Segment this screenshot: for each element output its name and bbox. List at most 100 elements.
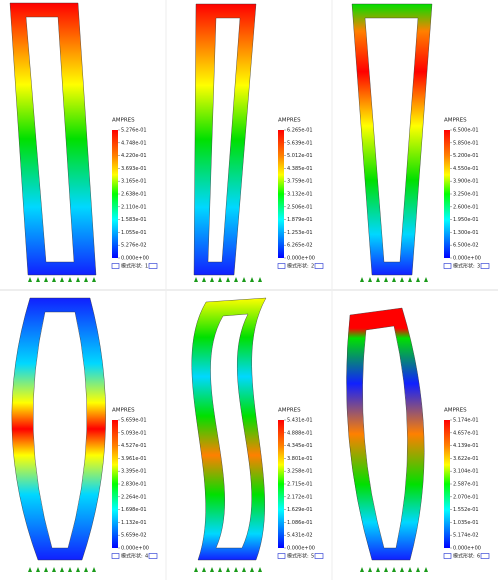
tick-label: 1.698e-01	[121, 507, 147, 513]
tick-label: 5.659e-02	[121, 533, 147, 539]
fixture-arrow	[258, 277, 262, 282]
tick-label: 4.550e-01	[453, 166, 479, 172]
tick-label: 3.395e-01	[121, 469, 147, 475]
mode-number: 5	[311, 554, 314, 560]
tick-label: 0.000e+00	[121, 256, 149, 262]
tick-label: 6.265e-02	[287, 243, 313, 249]
tick-label: 1.300e-01	[453, 230, 479, 236]
tick-label: 0.000e+00	[287, 256, 315, 262]
legend-title: AMPRES	[444, 408, 467, 414]
fixture-arrow	[400, 277, 404, 282]
mode-number: 1	[145, 264, 148, 270]
mode-number: 4	[145, 554, 148, 560]
legend-title: AMPRES	[278, 408, 301, 414]
fixture-arrow	[234, 277, 238, 282]
fixture-arrow	[392, 277, 396, 282]
fixture-arrow	[368, 277, 372, 282]
fixture-arrow	[44, 277, 48, 282]
tick-label: 5.431e-02	[287, 533, 313, 539]
tick-label: 2.830e-01	[121, 482, 147, 488]
colorbar	[444, 420, 450, 548]
mode-label: 模式形状:	[121, 553, 143, 560]
fixture-arrow	[416, 567, 420, 572]
fixture-arrow	[44, 567, 48, 572]
fixture-arrow	[76, 277, 80, 282]
fixture-arrow	[68, 567, 72, 572]
panel: AMPRES 5.276e-01 4.748e-01 4.220e-01 3.693e-…	[9, 2, 158, 282]
tick-label: 5.276e-02	[121, 243, 147, 249]
fixture-arrow	[242, 567, 246, 572]
model-shape	[351, 3, 433, 276]
mode-label: 模式形状:	[287, 263, 309, 270]
tick-label: 1.055e-01	[121, 230, 147, 236]
tick-label: 6.500e-01	[453, 128, 479, 134]
legend-title: AMPRES	[112, 408, 135, 414]
fixture-arrow	[218, 277, 222, 282]
fixture-arrow	[424, 567, 428, 572]
tick-label: 0.000e+00	[121, 546, 149, 552]
tick-label: 5.012e-01	[287, 153, 313, 159]
mode-spinner	[314, 263, 324, 269]
legend-title: AMPRES	[444, 118, 467, 124]
fixture-arrow	[250, 277, 254, 282]
tick-label: 1.253e-01	[287, 230, 313, 236]
fixture-arrow	[258, 567, 262, 572]
mode-label: 模式形状:	[453, 263, 475, 270]
legend-title: AMPRES	[112, 118, 135, 124]
fixture-arrow	[36, 277, 40, 282]
tick-label: 2.638e-01	[121, 192, 147, 198]
tick-label: 6.265e-01	[287, 128, 313, 134]
tick-label: 4.385e-01	[287, 166, 313, 172]
panel: AMPRES 5.431e-01 4.888e-01 4.345e-01 3.801e-…	[191, 297, 324, 572]
mode-number: 3	[477, 264, 480, 270]
tick-label: 4.748e-01	[121, 140, 147, 146]
tick-label: 5.639e-01	[287, 140, 313, 146]
mode-icon	[443, 263, 452, 269]
mode-icon	[277, 553, 286, 559]
fixture-arrow	[416, 277, 420, 282]
panel: AMPRES 5.174e-01 4.657e-01 4.139e-01 3.622e-…	[346, 307, 490, 572]
model-shape	[11, 297, 106, 561]
fixture-arrow	[36, 567, 40, 572]
fixture-arrow	[28, 277, 32, 282]
tick-label: 1.552e-01	[453, 507, 479, 513]
fixture-arrow	[384, 567, 388, 572]
tick-label: 5.276e-01	[121, 128, 147, 134]
fixture-arrow	[60, 277, 64, 282]
fixture-arrow	[400, 567, 404, 572]
fixture-arrow	[360, 277, 364, 282]
tick-label: 3.104e-01	[453, 469, 479, 475]
colorbar	[278, 420, 284, 548]
tick-label: 4.657e-01	[453, 430, 479, 436]
tick-label: 2.110e-01	[121, 204, 147, 210]
tick-label: 5.174e-01	[453, 418, 479, 424]
mode-spinner	[480, 263, 490, 269]
fixture-arrow	[376, 277, 380, 282]
mode-icon	[443, 553, 452, 559]
tick-label: 3.622e-01	[453, 456, 479, 462]
tick-label: 1.086e-01	[287, 520, 313, 526]
tick-label: 2.587e-01	[453, 482, 479, 488]
fixture-arrow	[226, 567, 230, 572]
fixture-arrow	[92, 567, 96, 572]
colorbar	[112, 420, 118, 548]
tick-label: 3.801e-01	[287, 456, 313, 462]
fixture-arrow	[60, 567, 64, 572]
fixture-arrow	[226, 277, 230, 282]
fixture-arrow	[194, 277, 198, 282]
fixture-arrow	[52, 567, 56, 572]
fixture-arrow	[376, 567, 380, 572]
fixture-arrow	[210, 277, 214, 282]
colorbar	[278, 130, 284, 258]
tick-label: 1.879e-01	[287, 217, 313, 223]
fixture-arrow	[408, 567, 412, 572]
mode-label: 模式形状:	[287, 553, 309, 560]
mode-label: 模式形状:	[453, 553, 475, 560]
fixture-arrow	[92, 277, 96, 282]
model-shape	[191, 297, 267, 561]
mode-number: 6	[477, 554, 480, 560]
mode-spinner	[148, 263, 158, 269]
legend-title: AMPRES	[278, 118, 301, 124]
fixture-arrow	[76, 567, 80, 572]
